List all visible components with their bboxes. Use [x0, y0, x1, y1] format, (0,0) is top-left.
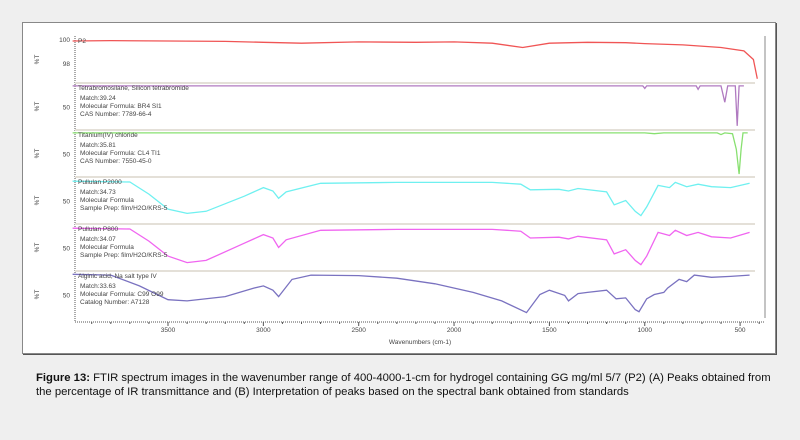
- x-tick-label: 3500: [161, 327, 176, 334]
- panel-info: Sample Prep: film/H2O/KRS-5: [80, 252, 168, 259]
- panel-info: CAS Number: 7789-66-4: [80, 111, 152, 118]
- panel-info: Molecular Formula: C99 O99: [80, 291, 164, 298]
- figure-caption: Figure 13: FTIR spectrum images in the w…: [36, 371, 771, 399]
- y-axis-label: %T: [34, 55, 41, 65]
- caption-label: Figure 13:: [36, 372, 90, 384]
- panel-info: Match:34.07: [80, 236, 116, 243]
- x-tick-label: 3000: [256, 327, 271, 334]
- panel-info: Molecular Formula: [80, 197, 134, 204]
- spectrum-0: [72, 39, 758, 79]
- figure-frame: [22, 22, 776, 354]
- panel-info: Match:39.24: [80, 95, 116, 102]
- x-tick-label: 1000: [638, 327, 653, 334]
- x-tick-label: 500: [735, 327, 746, 334]
- panel-info: Match:35.81: [80, 142, 116, 149]
- spectrum-5: [72, 273, 750, 314]
- y-tick-label: 50: [63, 105, 71, 112]
- y-axis-label: %T: [34, 102, 41, 112]
- y-axis-label: %T: [34, 243, 41, 253]
- panel-info: Match:33.63: [80, 283, 116, 290]
- caption-text: FTIR spectrum images in the wavenumber r…: [36, 372, 771, 398]
- x-tick-label: 1500: [542, 327, 557, 334]
- x-axis-label: Wavenumbers (cm-1): [389, 339, 451, 346]
- spectrum-2: [72, 132, 748, 175]
- y-axis-label: %T: [34, 290, 41, 300]
- panel-info: CAS Number: 7550-45-0: [80, 158, 152, 165]
- spectrum-4: [72, 227, 750, 266]
- panel-info: Molecular Formula: [80, 244, 134, 251]
- panel-info: Molecular Formula: BR4 SI1: [80, 103, 162, 110]
- panel-title: Titanium(IV) chloride: [78, 132, 138, 139]
- panel-info: Catalog Number: A7128: [80, 299, 150, 306]
- spectrum-1: [72, 85, 744, 126]
- panel-title: Pullulan P2000: [78, 179, 122, 186]
- x-tick-label: 2500: [351, 327, 366, 334]
- y-axis-label: %T: [34, 149, 41, 159]
- y-tick-label: 50: [63, 293, 71, 300]
- panel-title: P2: [78, 38, 86, 45]
- spectrum-3: [72, 180, 750, 217]
- panel-title: Pullulan P800: [78, 226, 118, 233]
- y-tick-label: 50: [63, 199, 71, 206]
- panel-title: Tetrabromosilane, Silicon tetrabromide: [78, 85, 189, 92]
- y-axis-label: %T: [34, 196, 41, 206]
- y-tick-label: 50: [63, 152, 71, 159]
- y-tick-label: 98: [63, 61, 71, 68]
- panel-info: Match:34.73: [80, 189, 116, 196]
- x-tick-label: 2000: [447, 327, 462, 334]
- y-tick-label: 50: [63, 246, 71, 253]
- panel-info: Molecular Formula: CL4 TI1: [80, 150, 161, 157]
- panel-info: Sample Prep: film/H2O/KRS-5: [80, 205, 168, 212]
- y-tick-label: 100: [59, 37, 70, 44]
- panel-title: Alginic acid, Na salt type IV: [78, 273, 157, 280]
